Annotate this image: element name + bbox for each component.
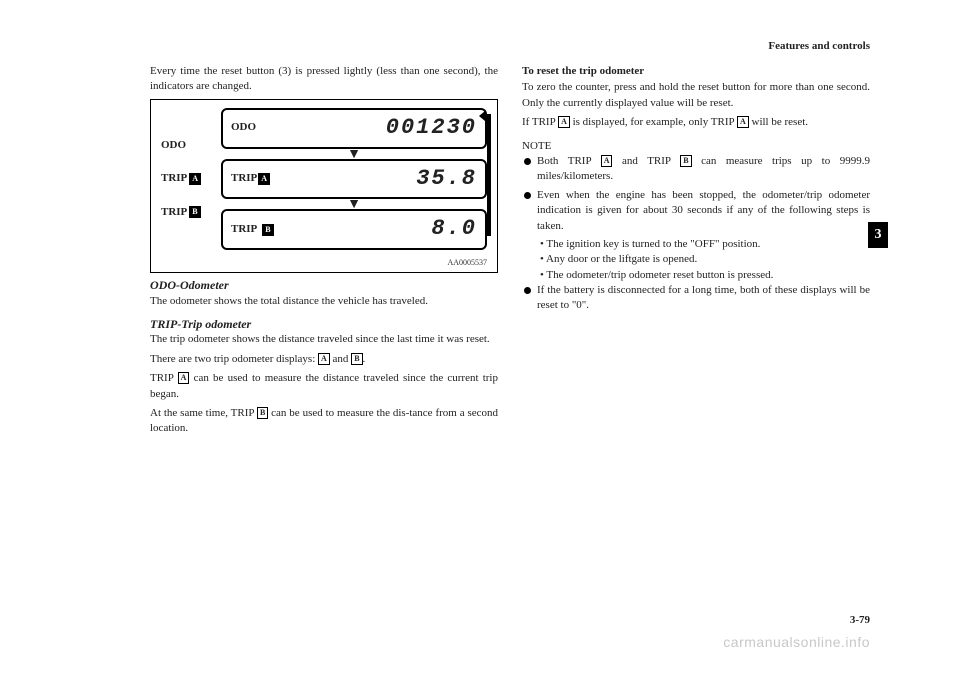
watermark: carmanualsonline.info xyxy=(723,634,870,650)
text-fragment: and xyxy=(330,353,351,365)
box-a-icon: A xyxy=(258,173,270,185)
bullet-icon xyxy=(524,158,531,165)
display-tripA-value: 35.8 xyxy=(273,164,477,195)
box-b-icon: B xyxy=(680,155,691,167)
cycle-arrow-icon xyxy=(481,114,495,244)
bullet-icon xyxy=(524,192,531,199)
odo-text: The odometer shows the total distance th… xyxy=(150,294,498,309)
text-fragment: and TRIP xyxy=(612,155,680,167)
box-a-icon: A xyxy=(558,116,570,128)
section-tab: 3 xyxy=(868,222,888,248)
box-a-icon: A xyxy=(318,353,330,365)
note-subitem: • The ignition key is turned to the "OFF… xyxy=(540,237,870,252)
note-label: NOTE xyxy=(522,139,870,154)
box-b-icon: B xyxy=(262,224,273,236)
trip-p1: The trip odometer shows the distance tra… xyxy=(150,332,498,347)
box-a-icon: A xyxy=(178,372,190,384)
display-tripA-label: TRIP xyxy=(231,171,257,186)
figure-side-labels: ODO TRIPA TRIPB xyxy=(161,126,221,238)
reset-p2: If TRIP A is displayed, for example, onl… xyxy=(522,115,870,130)
side-label-odo: ODO xyxy=(161,138,186,153)
box-a-icon: A xyxy=(737,116,749,128)
trip-p2: There are two trip odometer displays: A … xyxy=(150,352,498,367)
manual-page: Features and controls Every time the res… xyxy=(0,0,960,678)
display-tripB-value: 8.0 xyxy=(273,214,477,245)
box-a-icon: A xyxy=(189,173,201,185)
display-tripA: TRIP A 35.8 xyxy=(221,159,487,200)
box-b-icon: B xyxy=(257,407,268,419)
note3-text: If the battery is disconnected for a lon… xyxy=(537,283,870,314)
note2-text: Even when the engine has been stopped, t… xyxy=(537,188,870,234)
trip-p4: At the same time, TRIP B can be used to … xyxy=(150,406,498,437)
box-b-icon: B xyxy=(351,353,362,365)
text-fragment: TRIP xyxy=(150,372,178,384)
box-a-icon: A xyxy=(601,155,613,167)
figure-display-stack: ODO 001230 ▼ TRIP A 35.8 ▼ TRIP B 8.0 xyxy=(221,108,487,256)
text-fragment: Both TRIP xyxy=(537,155,601,167)
text-fragment: . xyxy=(363,353,366,365)
text-fragment: can be used to measure the distance trav… xyxy=(150,372,498,399)
chapter-header: Features and controls xyxy=(150,40,870,52)
trip-heading: TRIP-Trip odometer xyxy=(150,316,498,333)
note-subitem: • The odometer/trip odometer reset butto… xyxy=(540,268,870,283)
note-list: Both TRIP A and TRIP B can measure trips… xyxy=(522,154,870,314)
content-columns: Every time the reset button (3) is press… xyxy=(150,64,870,441)
text-fragment: is displayed, for example, only TRIP xyxy=(570,116,737,128)
display-tripB-label: TRIP xyxy=(231,222,257,237)
display-odo-label: ODO xyxy=(231,120,273,135)
display-tripB: TRIP B 8.0 xyxy=(221,209,487,250)
side-label-tripA: TRIP xyxy=(161,171,187,186)
box-b-icon: B xyxy=(189,206,200,218)
display-odo: ODO 001230 xyxy=(221,108,487,149)
trip-p3: TRIP A can be used to measure the distan… xyxy=(150,371,498,402)
note-subitem: • Any door or the liftgate is opened. xyxy=(540,252,870,267)
down-arrow-icon: ▼ xyxy=(221,152,487,158)
odometer-figure: ODO TRIPA TRIPB ODO 001230 ▼ TRIP A 35.8 xyxy=(150,99,498,274)
page-number: 3-79 xyxy=(850,614,870,626)
text-fragment: There are two trip odometer displays: xyxy=(150,353,318,365)
reset-heading: To reset the trip odometer xyxy=(522,64,870,79)
reset-p1: To zero the counter, press and hold the … xyxy=(522,80,870,111)
note-item: Even when the engine has been stopped, t… xyxy=(522,188,870,234)
display-odo-value: 001230 xyxy=(273,113,477,144)
text-fragment: will be reset. xyxy=(749,116,808,128)
left-column: Every time the reset button (3) is press… xyxy=(150,64,498,441)
note-item: If the battery is disconnected for a lon… xyxy=(522,283,870,314)
bullet-icon xyxy=(524,287,531,294)
intro-text: Every time the reset button (3) is press… xyxy=(150,64,498,95)
note1-text: Both TRIP A and TRIP B can measure trips… xyxy=(537,154,870,185)
text-fragment: At the same time, TRIP xyxy=(150,407,257,419)
odo-heading: ODO-Odometer xyxy=(150,277,498,294)
right-column: To reset the trip odometer To zero the c… xyxy=(522,64,870,441)
text-fragment: If TRIP xyxy=(522,116,558,128)
down-arrow-icon: ▼ xyxy=(221,202,487,208)
note-item: Both TRIP A and TRIP B can measure trips… xyxy=(522,154,870,185)
side-label-tripB: TRIP xyxy=(161,205,187,220)
figure-id: AA0005537 xyxy=(161,257,487,268)
